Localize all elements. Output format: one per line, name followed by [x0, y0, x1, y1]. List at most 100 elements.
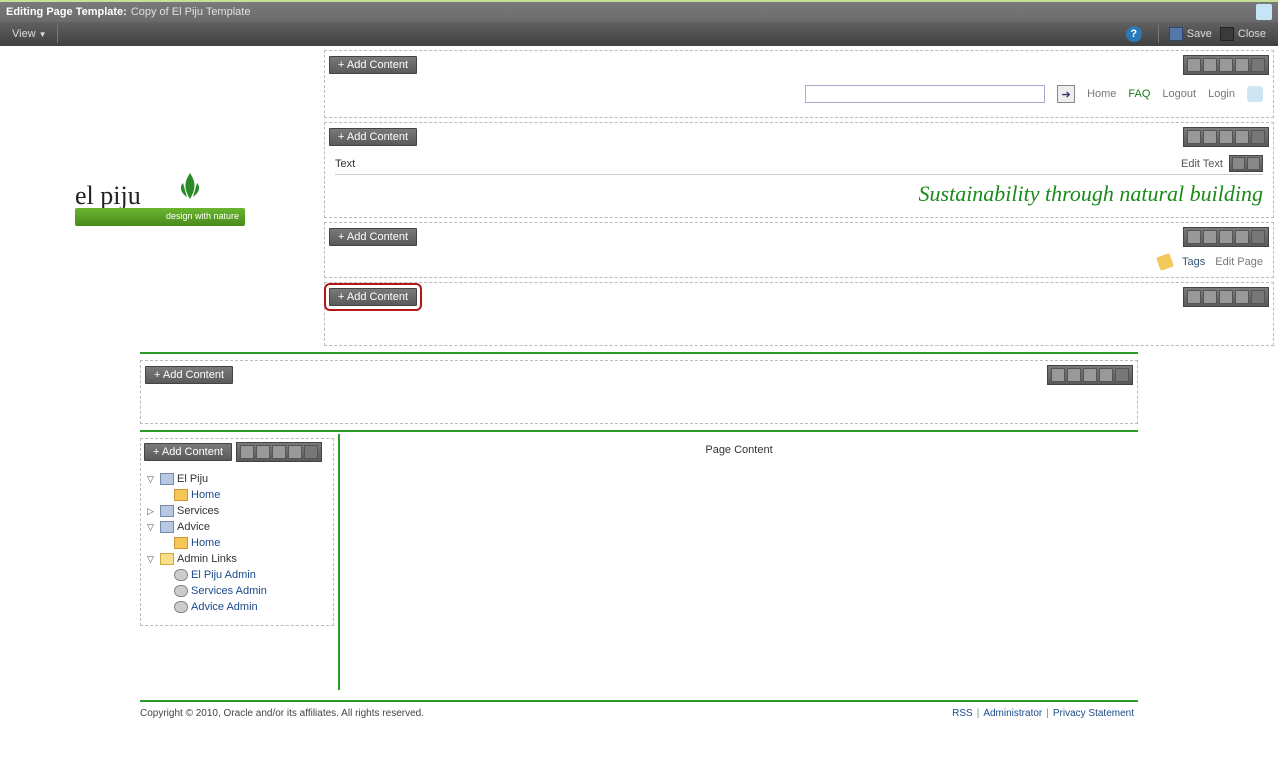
- layout-tool-strip: [236, 442, 322, 462]
- layout-option-icon[interactable]: [256, 445, 270, 459]
- layout-tool-strip: [1183, 227, 1269, 247]
- layout-tool-strip: [1047, 365, 1133, 385]
- folder-icon: [160, 553, 174, 565]
- search-input[interactable]: [805, 85, 1045, 103]
- collapse-icon[interactable]: ▽: [147, 554, 157, 565]
- tag-icon: [1156, 253, 1174, 271]
- close-icon[interactable]: [1247, 157, 1260, 170]
- collapse-icon[interactable]: ▽: [147, 522, 157, 533]
- view-menu[interactable]: View ▼: [8, 26, 51, 42]
- footer-admin[interactable]: Administrator: [983, 708, 1042, 719]
- page-icon: [160, 473, 174, 485]
- add-content-button[interactable]: + Add Content: [144, 443, 232, 461]
- layout-option-icon[interactable]: [1067, 368, 1081, 382]
- layout-option-icon[interactable]: [1083, 368, 1097, 382]
- tree-node[interactable]: Home: [147, 535, 329, 551]
- region-highlighted: + Add Content: [324, 282, 1274, 346]
- template-name: Copy of El Piju Template: [131, 6, 251, 18]
- layout-tool-strip: [1183, 287, 1269, 307]
- wrench-icon[interactable]: [304, 445, 318, 459]
- add-content-button-highlighted[interactable]: + Add Content: [329, 288, 417, 306]
- add-content-button[interactable]: + Add Content: [145, 366, 233, 384]
- toolbar: View ▼ ? Save Close: [0, 22, 1278, 46]
- layout-tool-strip: [1183, 127, 1269, 147]
- tree-node[interactable]: Advice Admin: [147, 599, 329, 615]
- wrench-icon[interactable]: [1251, 130, 1265, 144]
- layout-option-icon[interactable]: [1051, 368, 1065, 382]
- page-icon: [160, 505, 174, 517]
- text-mini-tools: [1229, 155, 1263, 172]
- wrench-icon[interactable]: [1251, 58, 1265, 72]
- footer-rss[interactable]: RSS: [952, 708, 973, 719]
- title-bar: Editing Page Template: Copy of El Piju T…: [0, 0, 1278, 22]
- layout-option-icon[interactable]: [272, 445, 286, 459]
- chevron-down-icon: ▼: [39, 30, 47, 39]
- expand-icon[interactable]: ▷: [147, 506, 157, 517]
- save-label: Save: [1187, 28, 1212, 40]
- layout-option-icon[interactable]: [1203, 130, 1217, 144]
- tree-node[interactable]: Home: [147, 487, 329, 503]
- layout-option-icon[interactable]: [240, 445, 254, 459]
- help-icon[interactable]: ?: [1126, 26, 1142, 42]
- search-go-button[interactable]: ➔: [1057, 85, 1075, 103]
- nav-logout[interactable]: Logout: [1162, 88, 1196, 100]
- layout-option-icon[interactable]: [1235, 130, 1249, 144]
- nav-faq[interactable]: FAQ: [1128, 88, 1150, 100]
- logo-cell: el piju design with nature: [0, 46, 320, 350]
- layout-option-icon[interactable]: [1235, 58, 1249, 72]
- home-icon: [174, 489, 188, 501]
- text-label: Text: [335, 158, 355, 170]
- region-tags: + Add Content Tags Edit Page: [324, 222, 1274, 278]
- edit-text-link[interactable]: Edit Text: [1181, 158, 1223, 170]
- layout-option-icon[interactable]: [1203, 290, 1217, 304]
- layout-option-icon[interactable]: [288, 445, 302, 459]
- tags-link[interactable]: Tags: [1182, 256, 1205, 268]
- wrench-icon[interactable]: [1115, 368, 1129, 382]
- separator: [57, 25, 58, 43]
- footer-privacy[interactable]: Privacy Statement: [1053, 708, 1134, 719]
- layout-tool-strip: [1183, 55, 1269, 75]
- add-content-button[interactable]: + Add Content: [329, 128, 417, 146]
- wrench-icon[interactable]: [1232, 157, 1245, 170]
- copyright: Copyright © 2010, Oracle and/or its affi…: [140, 708, 424, 719]
- add-content-button[interactable]: + Add Content: [329, 228, 417, 246]
- tree-node[interactable]: ▽El Piju: [147, 471, 329, 487]
- wrench-icon[interactable]: [1251, 230, 1265, 244]
- layout-option-icon[interactable]: [1235, 230, 1249, 244]
- layout-option-icon[interactable]: [1187, 290, 1201, 304]
- page-content-label: Page Content: [340, 434, 1138, 690]
- layout-option-icon[interactable]: [1203, 58, 1217, 72]
- layout-option-icon[interactable]: [1219, 130, 1233, 144]
- save-button[interactable]: Save: [1165, 27, 1216, 41]
- layout-option-icon[interactable]: [1235, 290, 1249, 304]
- slogan-text: Sustainability through natural building: [335, 181, 1263, 207]
- tree-node[interactable]: El Piju Admin: [147, 567, 329, 583]
- logo-tagline: design with nature: [75, 208, 245, 226]
- tree-node[interactable]: ▽Admin Links: [147, 551, 329, 567]
- layout-option-icon[interactable]: [1099, 368, 1113, 382]
- region-slogan: + Add Content Text Edit Text: [324, 122, 1274, 218]
- region-top: + Add Content ➔ Home FAQ Logout: [324, 50, 1274, 118]
- layout-option-icon[interactable]: [1187, 230, 1201, 244]
- wrench-icon[interactable]: [1251, 290, 1265, 304]
- layout-option-icon[interactable]: [1219, 230, 1233, 244]
- close-button[interactable]: Close: [1216, 27, 1270, 41]
- nav-home[interactable]: Home: [1087, 88, 1116, 100]
- layout-option-icon[interactable]: [1203, 230, 1217, 244]
- edit-page-link[interactable]: Edit Page: [1215, 256, 1263, 268]
- user-icon[interactable]: [1247, 86, 1263, 102]
- layout-option-icon[interactable]: [1187, 130, 1201, 144]
- collapse-icon[interactable]: ▽: [147, 474, 157, 485]
- layout-option-icon[interactable]: [1187, 58, 1201, 72]
- tree-node[interactable]: ▽Advice: [147, 519, 329, 535]
- green-divider: [140, 430, 1138, 432]
- tree-node[interactable]: Services Admin: [147, 583, 329, 599]
- green-divider: [140, 352, 1138, 354]
- save-icon: [1169, 27, 1183, 41]
- tree-node[interactable]: ▷Services: [147, 503, 329, 519]
- layout-option-icon[interactable]: [1219, 290, 1233, 304]
- nav-login[interactable]: Login: [1208, 88, 1235, 100]
- add-content-button[interactable]: + Add Content: [329, 56, 417, 74]
- layout-option-icon[interactable]: [1219, 58, 1233, 72]
- title-badge-icon: [1256, 4, 1272, 20]
